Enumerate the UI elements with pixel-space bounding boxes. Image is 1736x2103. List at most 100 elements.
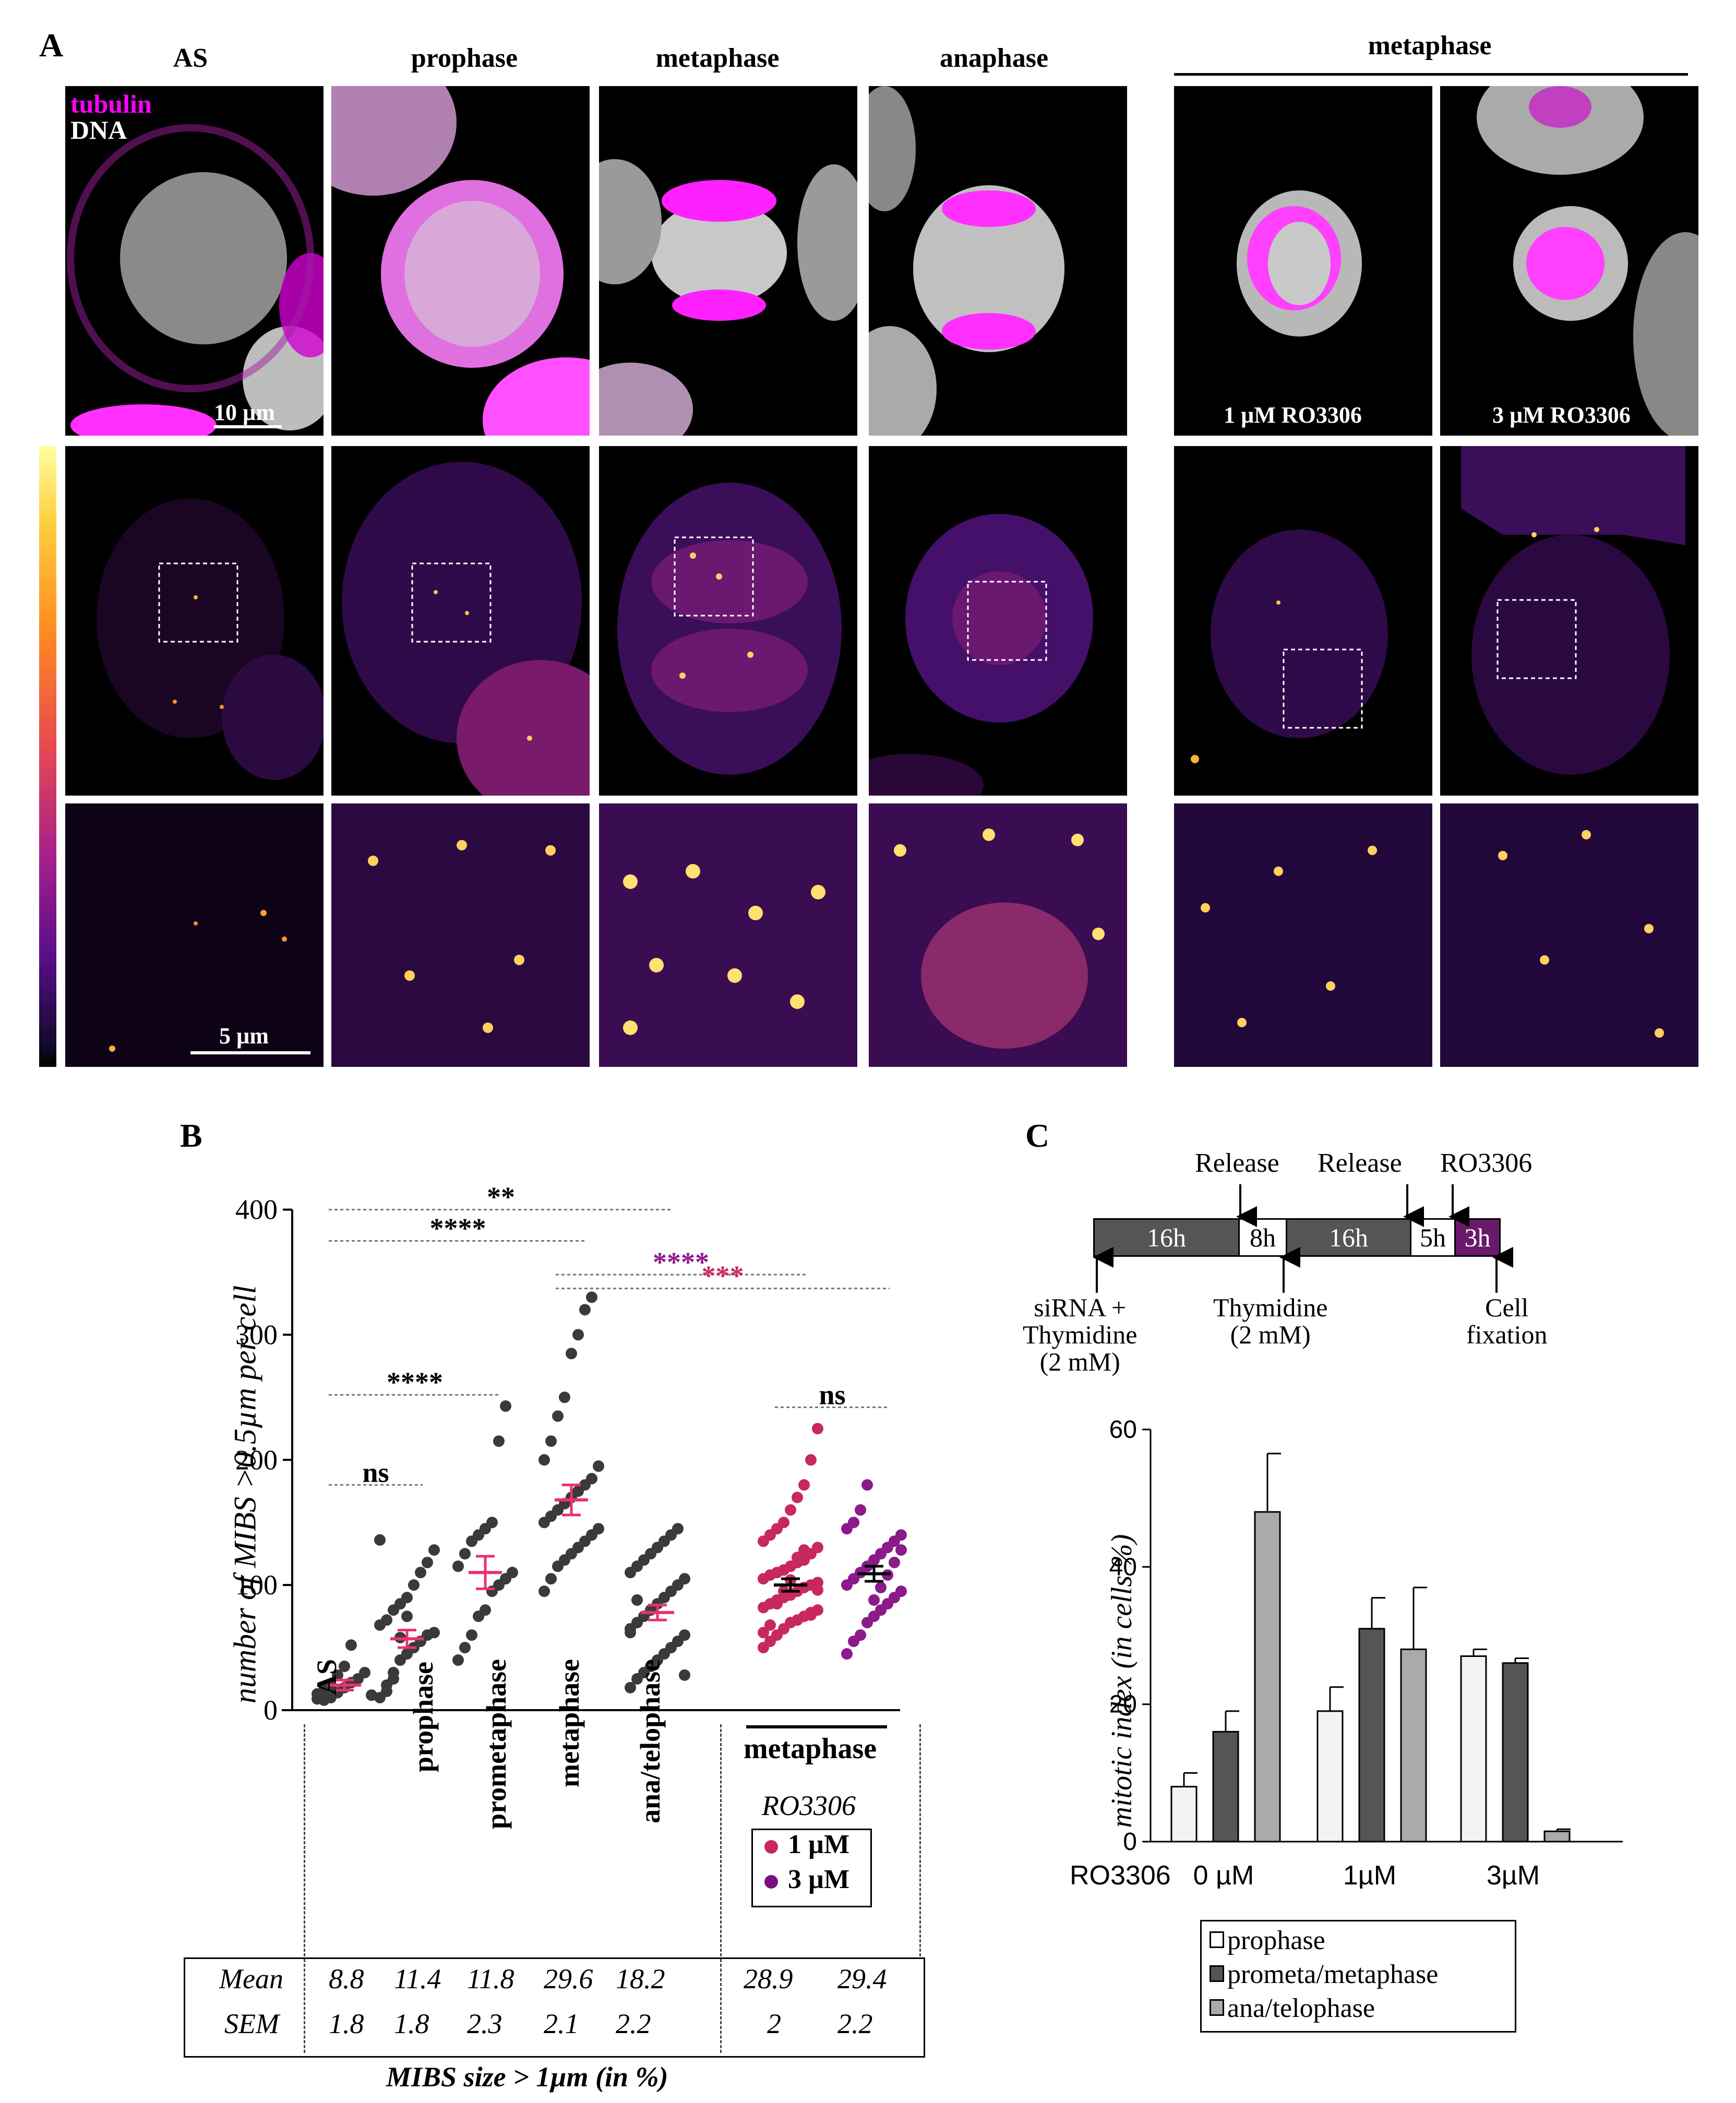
image-as-mibs (65, 446, 324, 796)
y-tick-label: 200 (235, 1444, 278, 1475)
data-point (381, 1686, 392, 1698)
x-category-label: 0 µM (1193, 1860, 1254, 1889)
data-point (855, 1629, 866, 1641)
timeline-label-release-1: Release (1195, 1148, 1279, 1178)
data-point (559, 1391, 570, 1403)
timeline-segment-16h-b: 16h (1287, 1220, 1410, 1255)
legend-swatch-prometa-metaphase (1210, 1965, 1224, 1982)
panel-c-letter: C (1025, 1117, 1050, 1154)
y-tick-label: 300 (235, 1319, 278, 1350)
data-point (538, 1585, 550, 1597)
data-point (679, 1669, 690, 1681)
legend-marker-1um (764, 1840, 778, 1854)
image-prophase-zoom (331, 803, 590, 1067)
legend-swatch-prophase (1210, 1931, 1224, 1948)
data-point (631, 1594, 643, 1606)
y-tick-label: 0 (1123, 1828, 1137, 1856)
ro-legend-box (751, 1829, 872, 1907)
data-point (798, 1544, 810, 1556)
table-mean-metaphase: 29.6 (544, 1963, 593, 1994)
panel-b-letter: B (180, 1117, 202, 1154)
table-sem-ro1um: 2 (767, 2008, 781, 2039)
legend-swatch-ana-telophase (1210, 1999, 1224, 2016)
data-point (408, 1579, 420, 1591)
data-point (359, 1667, 370, 1679)
panel-a-letter: A (39, 27, 64, 64)
group-underline (1174, 73, 1688, 76)
panel-c-legend (1200, 1920, 1516, 2033)
intensity-colorbar (39, 446, 56, 1067)
data-point (895, 1544, 907, 1556)
data-point (500, 1400, 511, 1412)
data-point (552, 1410, 564, 1422)
image-ro1um-tubulin-dna (1174, 86, 1432, 436)
image-as-zoom (65, 803, 324, 1067)
y-tick-label: 40 (1109, 1553, 1137, 1581)
table-row-label-sem: SEM (224, 2008, 279, 2039)
bar (1170, 1786, 1198, 1843)
data-point (507, 1567, 518, 1579)
bar (1502, 1662, 1529, 1843)
data-point (895, 1529, 907, 1541)
image-ro3um-tubulin-dna (1440, 86, 1698, 436)
legend-label-3um: 3 µM (788, 1865, 850, 1894)
table-mean-ro1um: 28.9 (744, 1963, 793, 1994)
group-title-metaphase: metaphase (1368, 31, 1492, 61)
table-col-divider-1 (304, 1959, 305, 2053)
data-point (758, 1627, 769, 1639)
mitotic-index-bar-chart: 60 40 20 0 RO3306 0 µM 1µM 3µM (1070, 1416, 1623, 1889)
image-anaphase-mibs (869, 446, 1127, 796)
column-title-metaphase: metaphase (655, 43, 780, 73)
data-point (625, 1627, 636, 1639)
data-point (812, 1423, 823, 1435)
data-point (861, 1479, 873, 1491)
timeline-label-thymidine: Thymidine (2 mM) (1213, 1293, 1328, 1349)
data-point (812, 1584, 823, 1596)
table-sem-prometaphase: 2.3 (467, 2008, 502, 2039)
data-point (545, 1435, 557, 1447)
table-mean-prophase: 11.4 (394, 1963, 441, 1994)
bar (1543, 1830, 1571, 1843)
data-point (422, 1556, 433, 1568)
significance-label: ** (487, 1182, 515, 1213)
y-tick-label: 400 (235, 1194, 278, 1225)
image-ro3um-mibs (1440, 446, 1698, 796)
table-mean-ro3um: 29.4 (837, 1963, 887, 1994)
image-metaphase-zoom (599, 803, 857, 1067)
table-sem-ro3um: 2.2 (837, 2008, 873, 2039)
significance-label: *** (702, 1260, 744, 1292)
table-col-divider-2 (720, 1959, 722, 2053)
scale-bar-label-5um: 5 µm (219, 1023, 269, 1049)
image-anaphase-zoom (869, 803, 1127, 1067)
panel-c-ylabel: mitotic index (in cells %) (1106, 1534, 1138, 1828)
y-tick-label: 100 (235, 1569, 278, 1601)
data-point (374, 1534, 386, 1546)
data-point (538, 1454, 550, 1466)
treatment-label-3um: 3 µM RO3306 (1492, 402, 1631, 428)
x-axis-prefix-label: RO3306 (1070, 1860, 1171, 1889)
table-divider-middle (720, 1724, 722, 1956)
image-metaphase-mibs (599, 446, 857, 796)
data-point (778, 1517, 789, 1529)
data-point (895, 1585, 907, 1597)
significance-label: ns (819, 1379, 845, 1411)
significance-label: **** (653, 1246, 709, 1278)
table-divider-left (304, 1724, 305, 1956)
data-point (792, 1552, 803, 1564)
image-as-tubulin-dna (65, 86, 324, 436)
data-point (868, 1594, 880, 1606)
summary-table (184, 1957, 925, 2058)
data-point (332, 1669, 343, 1681)
panel-b-ylabel: number of MIBS >0.5µm per cell (228, 1285, 262, 1704)
table-mean-prometaphase: 11.8 (467, 1963, 514, 1994)
timeline-label-sirna-thymidine: siRNA + Thymidine (2 mM) (1023, 1293, 1138, 1376)
significance-label: **** (430, 1213, 486, 1244)
scale-bar-10um (214, 425, 282, 428)
data-point (805, 1609, 817, 1621)
x-category-label: 1µM (1343, 1860, 1396, 1889)
data-point (572, 1329, 584, 1341)
table-row-label-mean: Mean (219, 1963, 283, 1994)
legend-tubulin: tubulin (70, 89, 152, 118)
treatment-label-1um: 1 µM RO3306 (1224, 402, 1362, 428)
image-anaphase-tubulin-dna (869, 86, 1127, 436)
